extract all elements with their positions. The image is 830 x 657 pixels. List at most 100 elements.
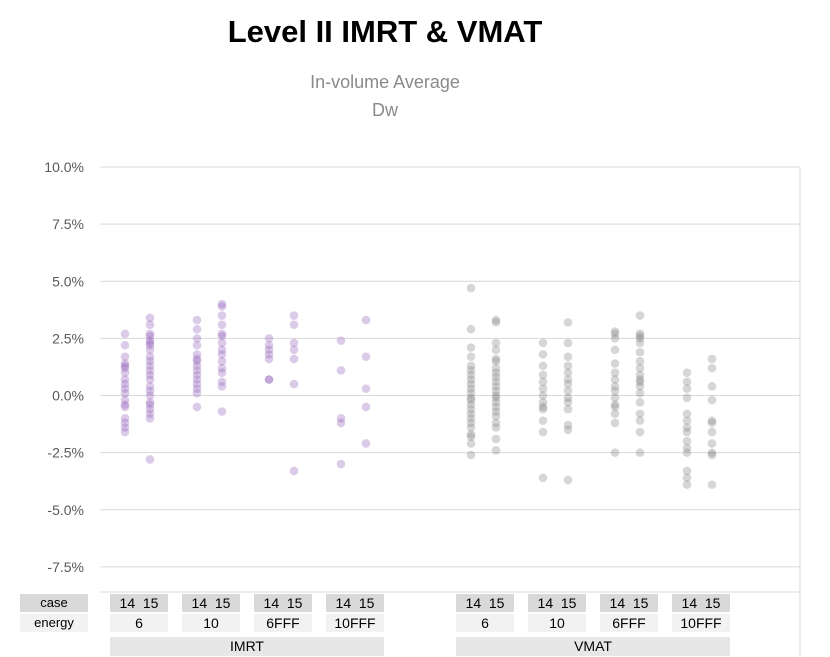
data-point bbox=[635, 370, 645, 380]
data-point bbox=[491, 318, 501, 327]
energy-cell: 10FFF bbox=[672, 614, 730, 632]
data-point bbox=[466, 404, 476, 414]
data-point bbox=[466, 352, 476, 361]
data-point bbox=[707, 416, 717, 425]
data-point bbox=[217, 382, 227, 391]
data-point bbox=[610, 368, 620, 377]
data-point bbox=[610, 345, 620, 355]
data-point bbox=[707, 450, 717, 460]
data-point bbox=[336, 336, 346, 345]
data-point bbox=[635, 409, 645, 419]
data-point bbox=[635, 329, 645, 339]
data-point bbox=[264, 354, 274, 364]
data-point bbox=[682, 443, 692, 453]
data-point bbox=[264, 375, 274, 384]
data-point bbox=[466, 384, 476, 393]
data-point bbox=[217, 302, 227, 311]
data-point bbox=[217, 329, 227, 339]
data-point bbox=[635, 338, 645, 348]
data-point bbox=[538, 377, 548, 387]
data-point bbox=[538, 338, 548, 348]
data-point bbox=[538, 361, 548, 371]
data-point bbox=[145, 366, 155, 375]
data-point bbox=[192, 361, 202, 371]
data-point bbox=[635, 427, 645, 437]
data-point bbox=[635, 377, 645, 387]
data-point bbox=[145, 331, 155, 341]
data-point bbox=[563, 338, 573, 348]
data-point bbox=[491, 418, 501, 428]
data-point bbox=[610, 329, 620, 339]
data-point bbox=[361, 315, 371, 325]
data-point bbox=[120, 352, 130, 361]
data-point bbox=[538, 402, 548, 412]
data-point bbox=[217, 356, 227, 366]
data-point bbox=[466, 366, 476, 375]
data-point bbox=[635, 388, 645, 398]
energy-cell: 10FFF bbox=[326, 614, 384, 632]
data-point bbox=[563, 379, 573, 389]
data-point bbox=[635, 331, 645, 341]
data-point bbox=[145, 375, 155, 384]
data-point bbox=[682, 448, 692, 457]
data-point bbox=[491, 434, 501, 444]
data-point bbox=[707, 418, 717, 428]
data-point bbox=[289, 311, 299, 320]
data-point bbox=[145, 409, 155, 419]
data-point bbox=[466, 439, 476, 448]
data-point bbox=[192, 375, 202, 384]
data-point bbox=[289, 466, 299, 476]
data-point bbox=[145, 382, 155, 391]
data-point bbox=[466, 395, 476, 405]
data-point bbox=[145, 320, 155, 329]
data-point bbox=[707, 363, 717, 373]
data-point bbox=[217, 338, 227, 348]
data-point bbox=[610, 334, 620, 343]
data-point bbox=[563, 420, 573, 430]
energy-cell: 6 bbox=[110, 614, 168, 632]
data-point bbox=[120, 379, 130, 389]
data-point bbox=[264, 375, 274, 384]
data-point bbox=[610, 382, 620, 391]
data-point bbox=[466, 400, 476, 409]
energy-cell: 6FFF bbox=[254, 614, 312, 632]
data-point bbox=[466, 324, 476, 334]
data-point bbox=[217, 368, 227, 377]
data-point bbox=[192, 340, 202, 350]
data-point bbox=[707, 448, 717, 457]
data-point bbox=[192, 324, 202, 334]
data-point bbox=[264, 350, 274, 359]
data-point bbox=[563, 398, 573, 407]
data-point bbox=[491, 391, 501, 400]
data-point bbox=[682, 473, 692, 483]
case-cell: 14 15 bbox=[528, 594, 586, 612]
data-point bbox=[192, 379, 202, 389]
data-point bbox=[635, 347, 645, 357]
data-point bbox=[120, 414, 130, 423]
data-point bbox=[491, 377, 501, 387]
data-point bbox=[289, 354, 299, 364]
chart-subtitle-line-2: Dw bbox=[372, 100, 398, 120]
data-point bbox=[120, 427, 130, 437]
data-point bbox=[145, 329, 155, 339]
data-point bbox=[192, 384, 202, 393]
data-point bbox=[563, 368, 573, 377]
data-point bbox=[538, 416, 548, 425]
group-cell-imrt: IMRT bbox=[110, 637, 384, 656]
energy-cell: 6 bbox=[456, 614, 514, 632]
data-point bbox=[682, 368, 692, 377]
data-point bbox=[192, 402, 202, 412]
data-point bbox=[635, 375, 645, 384]
data-point bbox=[635, 363, 645, 373]
data-point bbox=[145, 404, 155, 414]
data-point bbox=[491, 398, 501, 407]
data-point bbox=[145, 340, 155, 350]
data-point bbox=[264, 340, 274, 350]
data-point bbox=[217, 311, 227, 320]
data-point bbox=[635, 448, 645, 457]
case-cell: 14 15 bbox=[672, 594, 730, 612]
data-point bbox=[491, 356, 501, 366]
data-point bbox=[610, 448, 620, 457]
data-point bbox=[120, 395, 130, 405]
data-point bbox=[192, 356, 202, 366]
